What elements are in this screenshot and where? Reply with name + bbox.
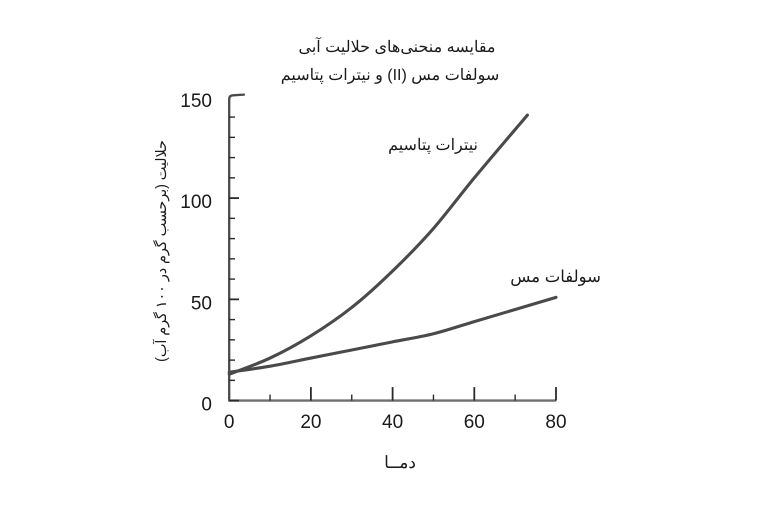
- svg-text:مقایسه منحنی‌های حلالیت آبی: مقایسه منحنی‌های حلالیت آبی: [299, 36, 496, 56]
- svg-text:40: 40: [382, 412, 403, 433]
- svg-text:50: 50: [191, 293, 212, 314]
- svg-text:سولفات مس (II) و نیترات پتاسیم: سولفات مس (II) و نیترات پتاسیم: [281, 67, 500, 84]
- svg-text:80: 80: [545, 412, 566, 433]
- svg-text:0: 0: [201, 395, 212, 416]
- svg-text:0: 0: [224, 412, 235, 433]
- svg-text:150: 150: [180, 91, 212, 112]
- svg-text:دمــا: دمــا: [384, 453, 416, 472]
- svg-text:60: 60: [464, 412, 485, 433]
- svg-text:100: 100: [180, 192, 212, 213]
- svg-text:سولفات مس: سولفات مس: [510, 268, 601, 287]
- svg-text:20: 20: [300, 412, 321, 433]
- svg-text:حلالیت (برحسب گرم در ۱۰۰ گرم آ: حلالیت (برحسب گرم در ۱۰۰ گرم آب): [152, 140, 170, 362]
- svg-text:نیترات پتاسیم: نیترات پتاسیم: [388, 137, 478, 154]
